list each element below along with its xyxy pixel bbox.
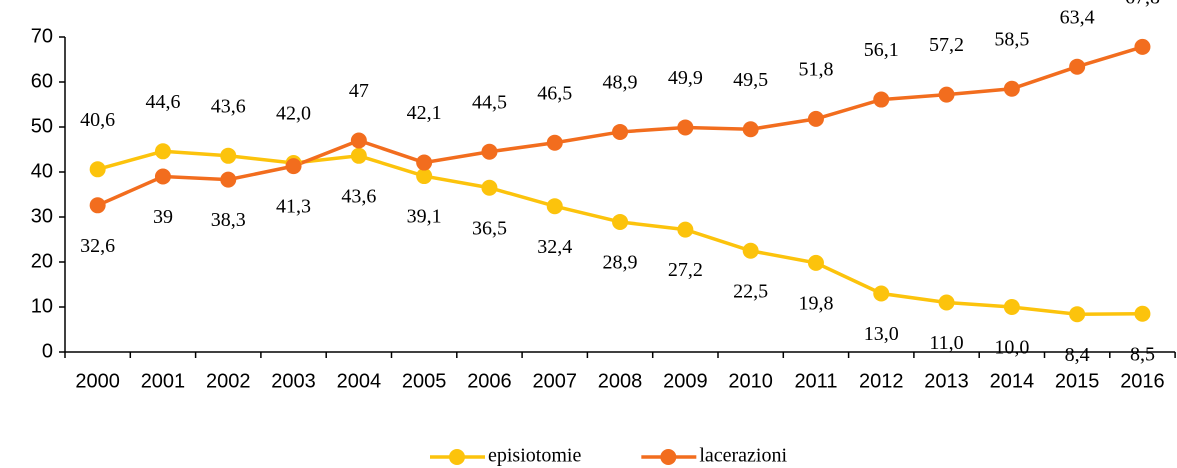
data-label: 22,5 [733,280,768,302]
data-point [350,147,367,164]
data-point [1069,58,1086,75]
data-label: 46,5 [537,82,572,104]
data-point [89,197,106,214]
data-point [481,179,498,196]
data-point [677,221,694,238]
x-tick-label: 2006 [467,370,512,392]
data-point [416,154,433,171]
data-label: 32,4 [537,236,572,258]
data-label: 40,6 [80,109,115,131]
data-point [938,294,955,311]
x-tick-label: 2007 [533,370,578,392]
data-label: 39,1 [407,206,442,228]
data-point [546,134,563,151]
data-point [742,242,759,259]
x-tick-label: 2010 [728,370,773,392]
data-point [1003,299,1020,315]
data-point [154,168,171,185]
data-label: 43,6 [211,95,246,117]
data-point [807,110,824,127]
data-point [677,119,694,136]
data-label: 48,9 [603,72,638,94]
y-tick-label: 0 [42,340,53,362]
legend-label: lacerazioni [699,445,787,467]
data-label: 36,5 [472,217,507,239]
y-tick-label: 40 [31,160,53,182]
legend-marker [660,449,677,465]
x-tick-label: 2005 [402,370,447,392]
data-label: 42,1 [407,102,442,124]
data-label: 39 [153,206,173,228]
data-point [938,86,955,103]
x-tick-label: 2014 [990,370,1035,392]
x-tick-label: 2009 [663,370,708,392]
data-label: 13,0 [864,323,899,345]
data-label: 57,2 [929,34,964,56]
data-point [285,158,302,175]
data-point [807,254,824,271]
data-point [1134,38,1151,55]
data-point [416,168,433,185]
y-tick-label: 50 [31,115,53,137]
x-tick-label: 2001 [141,370,186,392]
data-label: 41,3 [276,196,311,218]
data-label: 63,4 [1060,6,1095,28]
data-label: 11,0 [929,332,963,354]
data-label: 32,6 [80,235,115,257]
data-point [89,161,106,178]
x-tick-label: 2000 [75,370,120,392]
data-point [1134,305,1151,322]
x-tick-label: 2011 [794,370,837,392]
x-tick-label: 2013 [924,370,969,392]
data-label: 56,1 [864,39,899,61]
data-point [154,143,171,160]
data-label: 51,8 [798,58,833,80]
x-tick-label: 2002 [206,370,251,392]
x-tick-label: 2008 [598,370,643,392]
data-label: 67,8 [1125,0,1160,8]
data-label: 44,6 [145,91,180,113]
data-point [612,213,629,230]
data-label: 42,0 [276,103,311,125]
data-label: 28,9 [603,252,638,274]
x-tick-label: 2016 [1120,370,1165,392]
data-point [220,171,237,188]
data-point [481,143,498,160]
y-tick-label: 30 [31,205,53,227]
data-point [1069,306,1086,323]
data-label: 47 [349,80,369,102]
x-tick-label: 2015 [1055,370,1100,392]
data-label: 44,5 [472,91,507,113]
data-point [220,147,237,164]
data-label: 49,9 [668,67,703,89]
x-tick-label: 2004 [337,370,382,392]
y-tick-label: 10 [31,295,53,317]
data-label: 8,5 [1130,343,1155,365]
data-point [350,132,367,149]
data-label: 38,3 [211,209,246,231]
data-point [742,121,759,138]
data-point [546,198,563,215]
legend-label: episiotomie [488,445,581,467]
x-tick-label: 2003 [271,370,316,392]
data-point [873,91,890,108]
y-tick-label: 70 [31,25,53,47]
data-point [873,285,890,302]
data-label: 10,0 [994,337,1029,359]
data-label: 43,6 [341,185,376,207]
data-label: 27,2 [668,259,703,281]
data-point [612,123,629,140]
legend-marker [449,449,465,465]
x-tick-label: 2012 [859,370,904,392]
data-label: 58,5 [994,28,1029,50]
data-point [1003,80,1020,97]
data-label: 49,5 [733,69,768,91]
y-tick-label: 20 [31,250,53,272]
data-label: 8,4 [1065,344,1090,366]
y-tick-label: 60 [31,70,53,92]
data-label: 19,8 [798,292,833,314]
